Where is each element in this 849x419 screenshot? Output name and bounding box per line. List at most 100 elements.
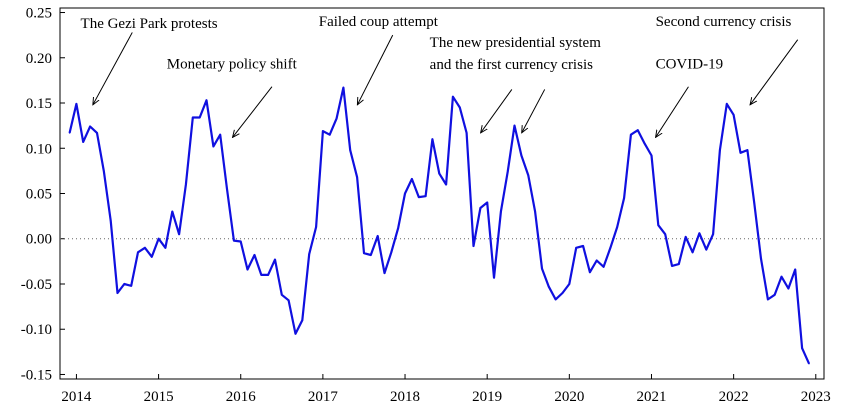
data-point bbox=[274, 258, 276, 261]
y-axis: -0.15 -0.10 -0.05 0.00 0.05 0.10 0.15 0.20 0.25 bbox=[21, 6, 65, 383]
data-point bbox=[664, 233, 667, 236]
data-point bbox=[595, 259, 598, 262]
data-point bbox=[479, 207, 482, 209]
data-point bbox=[500, 210, 502, 213]
data-point bbox=[212, 145, 215, 148]
data-point bbox=[109, 219, 112, 222]
x-tick-label: 2014 bbox=[61, 389, 92, 405]
data-point bbox=[328, 133, 331, 136]
x-tick-label: 2021 bbox=[636, 389, 666, 405]
data-point bbox=[520, 154, 523, 157]
data-point bbox=[732, 113, 735, 116]
data-point bbox=[609, 246, 612, 249]
y-tick-label: 0.15 bbox=[26, 96, 52, 112]
data-point bbox=[787, 287, 790, 290]
data-point bbox=[383, 272, 386, 274]
data-point bbox=[472, 245, 475, 247]
data-point bbox=[452, 95, 454, 98]
data-point bbox=[760, 257, 762, 260]
x-axis: 2014 2015 2016 2017 2018 2019 2020 2021 2022 2023 bbox=[61, 374, 831, 405]
data-point bbox=[650, 154, 653, 157]
data-point bbox=[630, 133, 632, 136]
data-point bbox=[753, 201, 755, 204]
data-point bbox=[438, 172, 441, 175]
data-point bbox=[726, 103, 728, 105]
data-point bbox=[75, 103, 78, 105]
data-point bbox=[130, 284, 133, 287]
annotation-arrow bbox=[522, 89, 546, 132]
data-point bbox=[431, 138, 434, 141]
data-point bbox=[712, 233, 714, 236]
data-point bbox=[315, 226, 317, 228]
x-tick-label: 2020 bbox=[554, 389, 584, 405]
annotation-text: The new presidential system bbox=[430, 35, 602, 51]
data-point bbox=[568, 283, 571, 285]
data-point bbox=[506, 170, 509, 173]
data-point bbox=[582, 245, 584, 247]
data-point bbox=[369, 254, 372, 256]
annotation-text: Second currency crisis bbox=[656, 14, 792, 30]
x-tick-label: 2019 bbox=[472, 389, 502, 405]
annotation-text: Failed coup attempt bbox=[319, 14, 439, 30]
data-point bbox=[678, 263, 680, 265]
data-point bbox=[397, 227, 400, 229]
x-tick-label: 2023 bbox=[801, 389, 831, 405]
data-point bbox=[219, 133, 221, 136]
annotation-arrow bbox=[93, 32, 133, 104]
data-point bbox=[294, 332, 297, 335]
annotation-arrow bbox=[233, 86, 273, 138]
data-point bbox=[684, 236, 687, 238]
data-point bbox=[465, 132, 468, 134]
data-point bbox=[527, 174, 530, 177]
data-point bbox=[547, 285, 550, 288]
annotation-text: The Gezi Park protests bbox=[81, 16, 218, 32]
data-point bbox=[335, 117, 338, 120]
annotations: The Gezi Park protests Monetary policy sh… bbox=[81, 14, 799, 138]
data-point bbox=[616, 226, 619, 228]
data-point bbox=[411, 178, 413, 180]
data-point bbox=[691, 251, 694, 254]
data-point bbox=[301, 319, 304, 321]
data-point bbox=[643, 142, 646, 145]
data-point bbox=[808, 362, 810, 365]
y-tick-label: 0.20 bbox=[26, 51, 52, 67]
data-point bbox=[102, 170, 105, 172]
y-tick-label: -0.05 bbox=[21, 277, 52, 293]
data-point bbox=[773, 294, 776, 296]
data-point bbox=[349, 149, 352, 151]
annotation-text: COVID-19 bbox=[656, 57, 724, 73]
data-point bbox=[561, 292, 564, 294]
data-point bbox=[623, 197, 625, 199]
y-tick-label: -0.15 bbox=[21, 367, 52, 383]
annotation-text: and the first currency crisis bbox=[430, 57, 593, 73]
data-point bbox=[226, 188, 228, 190]
x-tick-label: 2022 bbox=[719, 389, 749, 405]
y-tick-label: 0.00 bbox=[26, 232, 52, 248]
data-point bbox=[801, 347, 803, 350]
data-point bbox=[192, 116, 194, 119]
x-tick-label: 2017 bbox=[308, 389, 339, 405]
x-tick-label: 2016 bbox=[226, 389, 257, 405]
data-point bbox=[554, 298, 557, 301]
y-tick-label: -0.10 bbox=[21, 322, 52, 338]
data-point bbox=[137, 251, 139, 254]
x-tick-label: 2018 bbox=[390, 389, 420, 405]
data-point bbox=[513, 124, 516, 127]
y-tick-label: 0.25 bbox=[26, 6, 52, 22]
data-point bbox=[116, 292, 119, 294]
data-point bbox=[767, 298, 769, 301]
data-point bbox=[178, 233, 180, 236]
data-point bbox=[205, 99, 208, 102]
data-point bbox=[636, 129, 639, 131]
data-points bbox=[68, 86, 810, 365]
data-point bbox=[68, 132, 71, 134]
annotation-arrow bbox=[750, 39, 799, 105]
data-point bbox=[82, 141, 85, 143]
data-point bbox=[602, 265, 605, 268]
data-point bbox=[185, 183, 187, 186]
data-point bbox=[150, 256, 153, 258]
annotation-text: Monetary policy shift bbox=[167, 57, 298, 73]
data-point bbox=[164, 246, 167, 249]
data-point bbox=[322, 130, 324, 132]
